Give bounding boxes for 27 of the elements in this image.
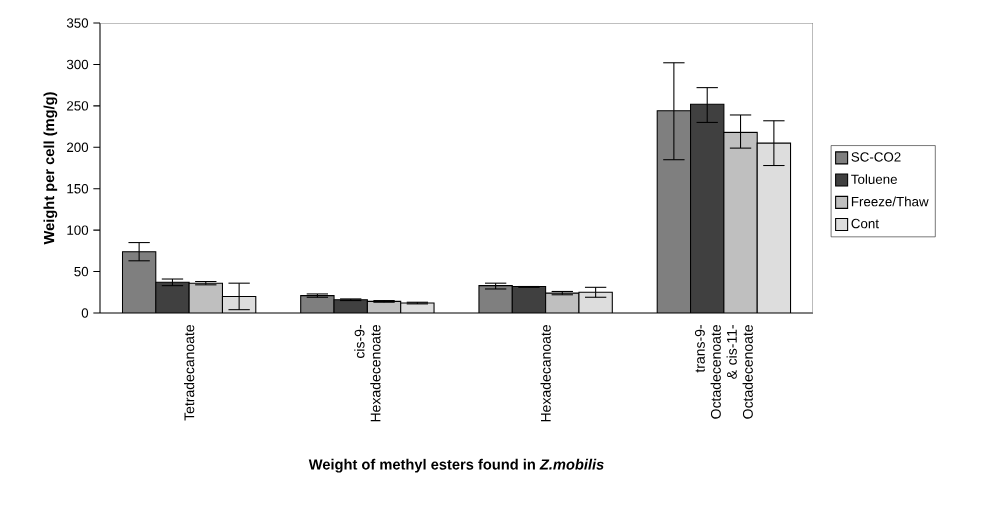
- legend-label: Freeze/Thaw: [851, 196, 929, 207]
- legend-label: Toluene: [851, 174, 897, 184]
- bar: [122, 251, 156, 313]
- bar: [656, 110, 692, 313]
- bar: [155, 282, 190, 313]
- y-axis-title: Weight per cell (mg/g): [43, 92, 58, 245]
- x-axis-title: Weight of methyl esters found in Z.mobilis: [308, 458, 604, 473]
- bar: [512, 286, 546, 313]
- y-tick-label: 150: [67, 184, 89, 194]
- y-tick-label: 50: [74, 266, 89, 277]
- y-tick-label: 100: [67, 225, 89, 235]
- y-tick-label: 300: [66, 59, 89, 70]
- y-tick-label: 0: [81, 308, 89, 318]
- legend-label: SC-CO2: [851, 152, 901, 162]
- bar: [189, 283, 223, 313]
- y-tick-label: 250: [67, 101, 89, 111]
- bar: [478, 285, 513, 313]
- bar: [756, 142, 792, 313]
- y-tick-label: 350: [66, 18, 89, 28]
- bar: [690, 103, 725, 313]
- x-tick-label: cis-9- Hexadecenoate: [354, 325, 381, 422]
- x-tick-label: Tetradecanoate: [183, 325, 195, 421]
- y-tick-label: 200: [67, 142, 89, 152]
- x-tick-label: Hexadecanoate: [540, 325, 551, 422]
- bar: [723, 131, 758, 313]
- legend-label: Cont: [851, 218, 879, 229]
- x-tick-label: trans-9- Octadecenoate & cis-11- Octadecenoate: [694, 325, 753, 419]
